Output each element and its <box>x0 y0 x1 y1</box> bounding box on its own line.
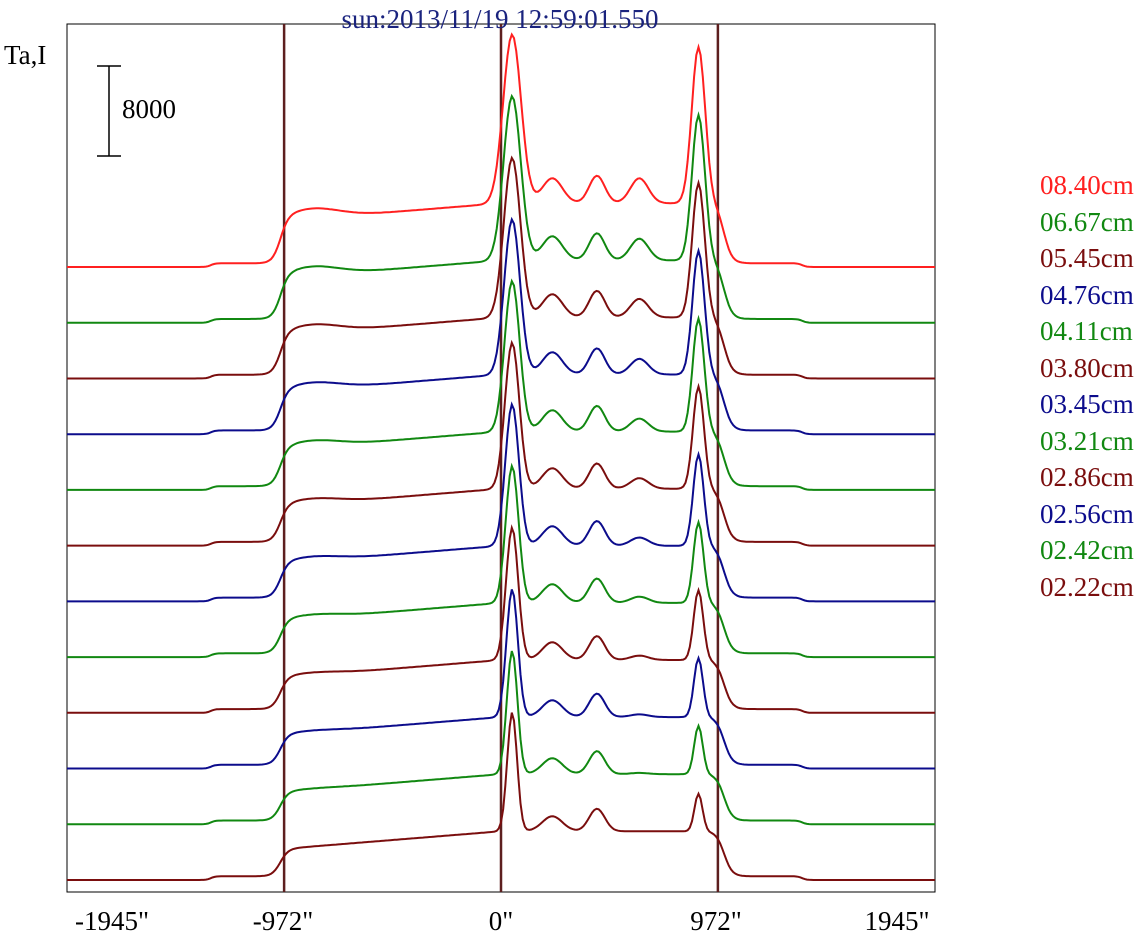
legend-entry: 05.45cm <box>1040 243 1134 273</box>
series-line <box>67 712 935 881</box>
legend-entry: 02.56cm <box>1040 498 1134 529</box>
x-tick-label: 1945" <box>864 906 930 936</box>
x-tick-label: -1945" <box>74 906 150 936</box>
legend-entry: 08.40cm <box>1040 170 1134 200</box>
series-line <box>67 278 935 491</box>
y-axis-label: Ta,I <box>4 40 47 70</box>
legend-entry: 03.80cm <box>1040 352 1134 383</box>
legend-entry: 02.86cm <box>1040 462 1134 492</box>
x-tick-label: 972" <box>690 906 742 936</box>
series-line <box>67 650 935 826</box>
x-tick-label: -972" <box>252 906 314 936</box>
legend-entry: 03.45cm <box>1040 389 1134 419</box>
series-line <box>67 462 935 659</box>
series-line <box>67 589 935 770</box>
series-line <box>67 524 935 714</box>
x-tick-label: 0" <box>488 906 514 936</box>
legend-entry: 02.42cm <box>1040 535 1134 565</box>
chart-title: sun:2013/11/19 12:59:01.550 <box>341 4 659 34</box>
series-line <box>67 93 935 324</box>
legend-entry: 02.22cm <box>1040 571 1134 602</box>
series-line <box>67 216 935 436</box>
series-line <box>67 339 935 547</box>
legend-entry: 06.67cm <box>1040 206 1134 237</box>
series-line <box>67 401 935 603</box>
legend-entry: 03.21cm <box>1040 425 1134 456</box>
series-line <box>67 32 935 268</box>
legend-entry: 04.76cm <box>1040 279 1134 310</box>
scale-bar <box>97 65 121 157</box>
legend-entry: 04.11cm <box>1040 316 1133 346</box>
scale-bar-label: 8000 <box>122 94 176 124</box>
series-line <box>67 155 935 380</box>
